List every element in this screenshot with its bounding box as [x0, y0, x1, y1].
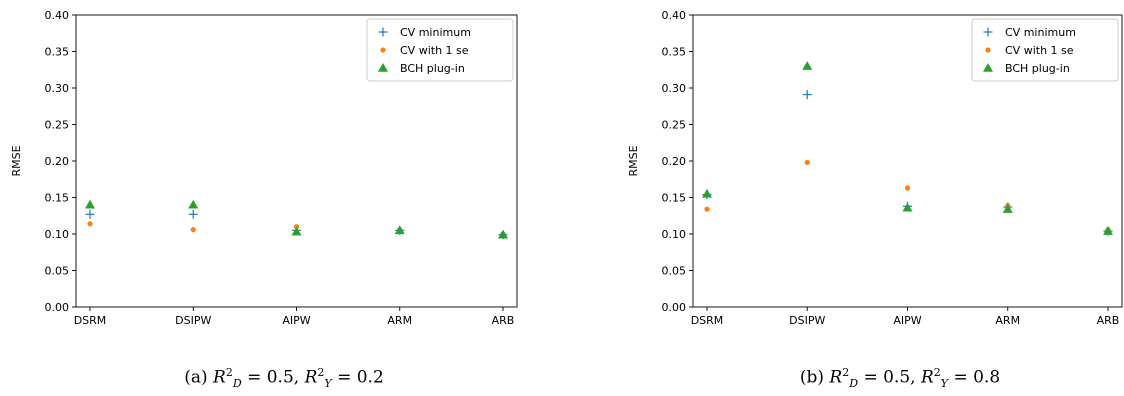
y-tick-label: 0.35	[45, 46, 70, 59]
data-point-triangle	[1103, 226, 1113, 235]
y-tick-label: 0.30	[662, 82, 687, 95]
data-point-dot	[804, 159, 810, 166]
data-point-dot	[190, 227, 196, 233]
legend-label: BCH plug-in	[1005, 62, 1070, 75]
legend-box	[366, 18, 514, 82]
data-point-plus	[802, 90, 812, 100]
y-tick-label: 0.00	[662, 301, 687, 314]
caption-a: (a) R2D = 0.5, R2Y = 0.2	[184, 366, 384, 391]
data-point-dot	[904, 185, 911, 191]
y-tick-label: 0.05	[662, 265, 687, 278]
caption-b-y-value: 0.8	[973, 367, 1001, 388]
data-point-dot	[704, 206, 710, 212]
y-tick-label: 0.25	[45, 119, 70, 132]
caption-b-d-value: 0.5	[883, 367, 911, 388]
y-tick-label: 0.40	[45, 9, 70, 22]
chart-panel-b: 0.00 0.05 0.10 0.15 0.20 0.25 0.30 0.35 0.40 DSRM…	[627, 9, 1123, 327]
caption-b: (b) R2D = 0.5, R2Y = 0.8	[799, 366, 1001, 391]
data-point-triangle	[394, 225, 405, 235]
legend-label: BCH plug-in	[400, 62, 465, 75]
data-point-triangle	[1002, 204, 1013, 213]
data-point-triangle	[188, 199, 199, 209]
data-point-triangle	[85, 199, 95, 209]
y-axis-label: RMSE	[627, 145, 640, 176]
caption-a-d-value: 0.5	[266, 367, 294, 388]
x-tick-label: ARB	[492, 314, 515, 327]
x-tick-label: DSIPW	[175, 314, 211, 327]
legend-marker-dot	[380, 47, 386, 53]
caption-a-prefix: (a)	[184, 367, 208, 388]
y-tick-label: 0.10	[45, 228, 70, 241]
legend: CV minimum CV with 1 se BCH plug-in	[971, 18, 1119, 82]
legend-label: CV with 1 se	[1005, 44, 1074, 57]
data-point-triangle	[902, 202, 913, 212]
x-tick-label: AIPW	[893, 314, 921, 327]
y-tick-label: 0.20	[45, 155, 70, 168]
data-point-triangle	[498, 229, 508, 239]
data-point-dot	[87, 221, 93, 227]
legend-marker-triangle	[983, 63, 993, 72]
legend: CV minimum CV with 1 se BCH plug-in	[366, 18, 514, 82]
data-point-triangle	[702, 188, 712, 198]
x-tick-label: DSIPW	[789, 314, 825, 327]
legend-marker-plus	[983, 27, 993, 37]
chart-panel-a: 0.00 0.05 0.10 0.15 0.20 0.25 0.30 0.35 0.40 DSRM…	[10, 9, 518, 327]
y-tick-label: 0.10	[662, 228, 687, 241]
x-tick-label: ARM	[995, 314, 1020, 327]
y-tick-label: 0.00	[45, 301, 70, 314]
x-tick-label: DSRM	[74, 314, 107, 327]
y-tick-label: 0.20	[662, 155, 687, 168]
data-point-triangle	[291, 226, 302, 236]
legend-label: CV minimum	[1005, 26, 1076, 39]
legend-marker-dot	[985, 47, 991, 53]
legend-label: CV with 1 se	[400, 44, 469, 57]
legend-marker-plus	[378, 27, 388, 37]
data-point-plus	[85, 209, 95, 219]
y-tick-label: 0.05	[45, 265, 70, 278]
y-tick-label: 0.30	[45, 82, 70, 95]
data-point-triangle	[802, 61, 813, 70]
caption-a-y-value: 0.2	[356, 367, 384, 388]
legend-marker-triangle	[378, 63, 388, 72]
x-tick-label: AIPW	[282, 314, 310, 327]
data-point-plus	[188, 209, 198, 219]
x-tick-label: ARM	[387, 314, 412, 327]
legend-box	[971, 18, 1119, 82]
x-tick-label: DSRM	[691, 314, 724, 327]
y-tick-label: 0.35	[662, 46, 687, 59]
y-tick-label: 0.40	[662, 9, 687, 22]
caption-b-prefix: (b)	[799, 367, 824, 388]
x-tick-label: ARB	[1097, 314, 1120, 327]
y-tick-label: 0.15	[45, 192, 70, 205]
y-tick-label: 0.25	[662, 119, 687, 132]
legend-label: CV minimum	[400, 26, 471, 39]
data-point-dot	[293, 224, 300, 230]
y-tick-label: 0.15	[662, 192, 687, 205]
y-axis-label: RMSE	[10, 145, 23, 176]
